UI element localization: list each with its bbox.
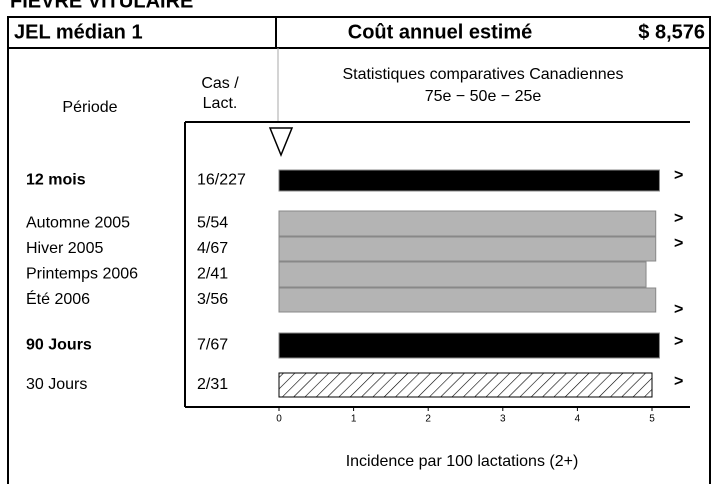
frame: [7, 16, 711, 484]
cases: 7/67: [197, 337, 228, 354]
cases: 2/31: [197, 376, 228, 393]
cases: 5/54: [197, 215, 228, 232]
x-tick-label: 5: [649, 414, 655, 425]
bar: [278, 210, 657, 237]
row-label: Été 2006: [26, 289, 90, 308]
x-tick-label: 0: [276, 414, 282, 425]
row-label: 90 Jours: [26, 337, 92, 354]
row-label: 12 mois: [26, 172, 86, 189]
header-center: Coût annuel estimé: [348, 21, 532, 43]
off-scale-flag: >: [674, 210, 683, 227]
header-right: $ 8,576: [638, 21, 705, 43]
bar: [278, 169, 660, 192]
col-cases: Cas / Lact.: [201, 75, 239, 112]
x-tick-label: 4: [575, 414, 581, 425]
row-label: Hiver 2005: [26, 240, 103, 257]
cases: 16/227: [197, 172, 246, 189]
x-tick-label: 2: [425, 414, 431, 425]
off-scale-flag: >: [674, 373, 683, 390]
x-axis-label: Incidence par 100 lactations (2+): [346, 453, 579, 470]
col-stats-sub: 75e − 50e − 25e: [425, 88, 542, 105]
row-label: 30 Jours: [26, 376, 87, 393]
bar: [278, 332, 660, 359]
cases: 3/56: [197, 291, 228, 308]
x-tick-label: 1: [351, 414, 357, 425]
cases: 4/67: [197, 240, 228, 257]
banner: FIÈVRE VITULAIRE: [10, 0, 193, 12]
herd-marker: [268, 127, 294, 157]
off-scale-flag: >: [674, 301, 683, 318]
bar: [278, 287, 657, 313]
row-label: Printemps 2006: [26, 266, 138, 283]
row-label: Automne 2005: [26, 215, 130, 232]
bar: [278, 372, 653, 398]
cases: 2/41: [197, 266, 228, 283]
col-period: Période: [62, 99, 117, 116]
x-tick-label: 3: [500, 414, 506, 425]
off-scale-flag: >: [674, 333, 683, 350]
bar: [278, 261, 647, 288]
col-stats: Statistiques comparatives Canadiennes: [342, 66, 623, 83]
off-scale-flag: >: [674, 167, 683, 184]
off-scale-flag: >: [674, 235, 683, 252]
header-left: JEL médian 1: [14, 21, 143, 43]
bar: [278, 236, 657, 262]
